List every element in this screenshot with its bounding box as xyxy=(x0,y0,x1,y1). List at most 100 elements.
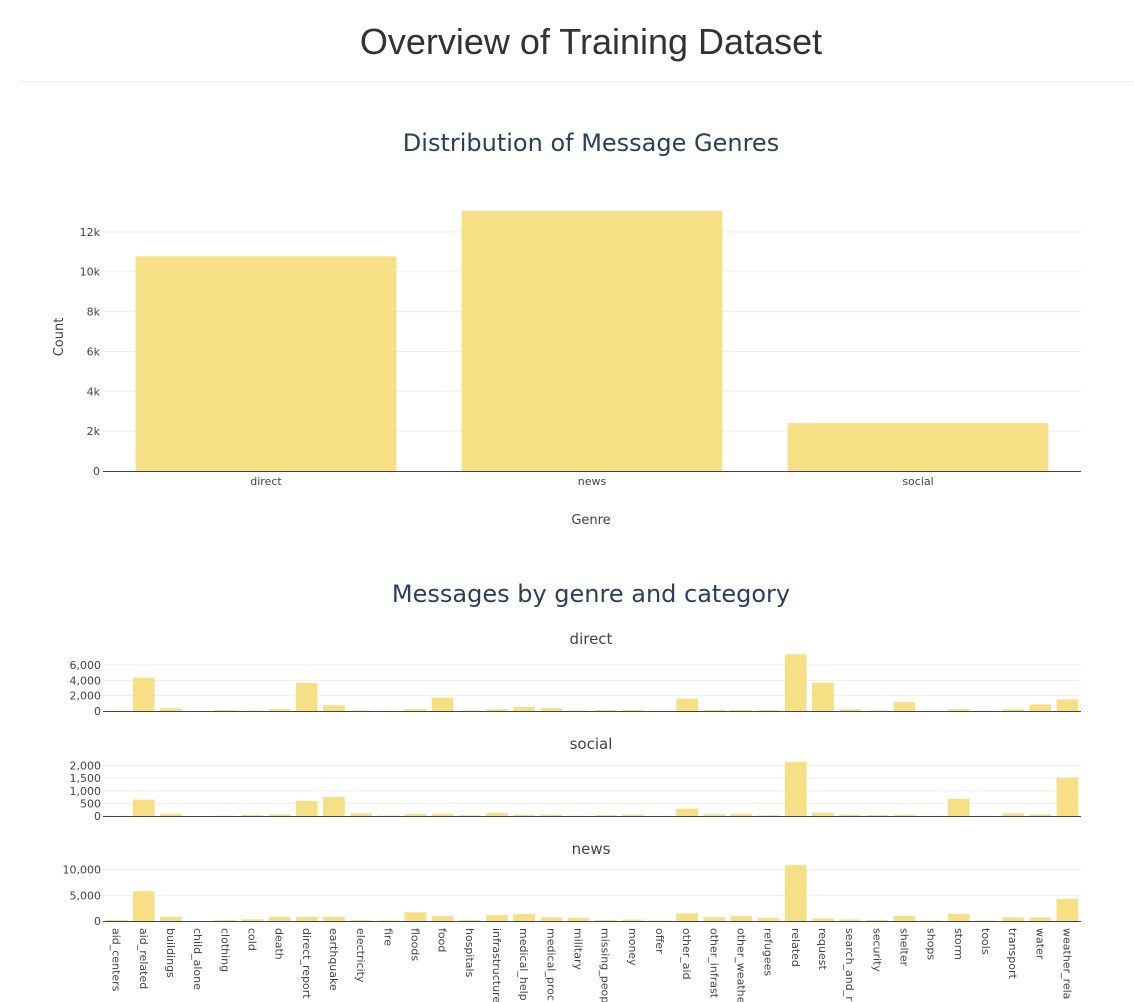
bar-news-cold[interactable] xyxy=(241,919,264,921)
bar-direct-earthquake[interactable] xyxy=(323,705,345,711)
bar-social-other_aid[interactable] xyxy=(676,808,698,816)
bar-social-hospitals[interactable] xyxy=(458,815,481,816)
bar-social-death[interactable] xyxy=(268,814,291,816)
bar-news-water[interactable] xyxy=(1029,917,1052,921)
bar-direct-missing_people[interactable] xyxy=(594,710,617,711)
bar-social-missing_people[interactable] xyxy=(594,814,617,816)
bar-social-medical_help[interactable] xyxy=(513,814,535,816)
bar-direct-infrastructure_related[interactable] xyxy=(486,709,508,711)
bar-social-electricity[interactable] xyxy=(350,813,372,816)
bar-direct-clothing[interactable] xyxy=(214,710,237,711)
bar-direct-security[interactable] xyxy=(866,710,889,711)
bar-direct-related[interactable] xyxy=(784,654,807,711)
bar-news-aid_centers[interactable] xyxy=(105,919,128,921)
bar-news-money[interactable] xyxy=(621,919,644,921)
x-tick-label: security xyxy=(870,928,883,972)
bar-news-medical_products[interactable] xyxy=(540,917,563,921)
bar-social-other_weather[interactable] xyxy=(730,813,753,816)
bar-news-infrastructure_related[interactable] xyxy=(486,915,508,921)
bar-direct-death[interactable] xyxy=(268,709,291,711)
genre-distribution-chart: Distribution of Message Genres 0 2k 4k 6k 8k… xyxy=(52,129,1081,528)
x-tick-label: other_infrast xyxy=(707,928,720,999)
bar-news-hospitals[interactable] xyxy=(458,919,481,921)
bar-news-other_aid[interactable] xyxy=(676,913,698,921)
bar-news-military[interactable] xyxy=(567,917,590,921)
bar-news-electricity[interactable] xyxy=(350,920,372,921)
bar-social-direct_report[interactable] xyxy=(295,800,318,816)
bar-social-medical_products[interactable] xyxy=(540,814,563,816)
bar-news-request[interactable] xyxy=(812,918,834,921)
bar-social-security[interactable] xyxy=(866,814,889,816)
bar-news-fire[interactable] xyxy=(377,920,400,921)
bar-social-money[interactable] xyxy=(621,814,644,816)
bar-news-shelter[interactable] xyxy=(893,915,916,921)
bar-news-medical_help[interactable] xyxy=(513,914,535,921)
bar-direct-shelter[interactable] xyxy=(893,702,916,711)
bar-news[interactable] xyxy=(461,210,723,471)
page-title: Overview of Training Dataset xyxy=(359,21,823,62)
bar-news-tools[interactable] xyxy=(975,920,997,921)
bar-social-search_and_rescue[interactable] xyxy=(839,814,861,816)
bar-news-refugees[interactable] xyxy=(757,917,780,921)
bar-social[interactable] xyxy=(787,423,1049,471)
bar-direct-other_infrastructure[interactable] xyxy=(703,709,726,711)
bar-social-fire[interactable] xyxy=(377,815,400,816)
bar-news-death[interactable] xyxy=(268,916,291,921)
bar-news-transport[interactable] xyxy=(1002,917,1024,921)
x-tick-label: aid_centers xyxy=(110,928,123,992)
bar-social-other_infrastructure[interactable] xyxy=(703,814,726,816)
bar-news-food[interactable] xyxy=(431,916,454,921)
bar-social-transport[interactable] xyxy=(1002,813,1024,816)
bar-news-shops[interactable] xyxy=(920,920,943,921)
bar-direct-floods[interactable] xyxy=(404,709,427,711)
bar-direct-weather_related[interactable] xyxy=(1056,699,1079,711)
bar-social-shelter[interactable] xyxy=(893,814,916,816)
bar-direct-search_and_rescue[interactable] xyxy=(839,709,861,711)
bar-social-aid_related[interactable] xyxy=(132,799,155,816)
bar-news-storm[interactable] xyxy=(947,913,970,921)
bar-news-direct_report[interactable] xyxy=(295,916,318,921)
bar-social-weather_related[interactable] xyxy=(1056,777,1079,816)
bar-direct-money[interactable] xyxy=(621,709,644,711)
bar-news-clothing[interactable] xyxy=(214,920,237,921)
bar-news-earthquake[interactable] xyxy=(323,916,345,921)
bar-direct-other_weather[interactable] xyxy=(730,709,753,711)
bar-direct-medical_help[interactable] xyxy=(513,706,535,711)
bar-news-weather_related[interactable] xyxy=(1056,898,1079,921)
bar-social-related[interactable] xyxy=(784,761,807,816)
bar-social-cold[interactable] xyxy=(241,814,264,816)
bar-direct-request[interactable] xyxy=(812,682,834,711)
bar-direct-food[interactable] xyxy=(431,697,454,711)
bar-social-water[interactable] xyxy=(1029,814,1052,816)
bar-news-related[interactable] xyxy=(784,865,807,921)
x-tick-label: social xyxy=(902,475,933,488)
bar-social-request[interactable] xyxy=(812,812,834,816)
y-tick-label: 500 xyxy=(80,797,101,810)
bar-direct-refugees[interactable] xyxy=(757,709,780,711)
bar-direct-direct_report[interactable] xyxy=(295,683,318,711)
bar-social-earthquake[interactable] xyxy=(323,797,345,816)
bar-direct-transport[interactable] xyxy=(1002,709,1024,711)
bar-social-infrastructure_related[interactable] xyxy=(486,812,508,816)
bar-news-search_and_rescue[interactable] xyxy=(839,919,861,921)
bar-news-security[interactable] xyxy=(866,919,889,921)
bar-social-buildings[interactable] xyxy=(160,813,182,816)
bar-news-offer[interactable] xyxy=(649,920,671,921)
bar-news-buildings[interactable] xyxy=(160,916,182,921)
bar-news-other_infrastructure[interactable] xyxy=(703,917,726,921)
bar-direct-other_aid[interactable] xyxy=(676,698,698,711)
bar-direct-medical_products[interactable] xyxy=(540,708,563,711)
bar-direct-aid_related[interactable] xyxy=(132,677,155,711)
bar-news-other_weather[interactable] xyxy=(730,916,753,921)
bar-direct-storm[interactable] xyxy=(947,709,970,711)
bar-social-food[interactable] xyxy=(431,813,454,816)
bar-news-floods[interactable] xyxy=(404,912,427,921)
bar-direct-buildings[interactable] xyxy=(160,708,182,711)
bar-direct-water[interactable] xyxy=(1029,704,1052,711)
bar-social-storm[interactable] xyxy=(947,798,970,816)
bar-direct[interactable] xyxy=(135,256,397,471)
bar-news-aid_related[interactable] xyxy=(132,891,155,921)
bar-social-floods[interactable] xyxy=(404,813,427,816)
bar-news-missing_people[interactable] xyxy=(594,919,617,921)
bar-social-refugees[interactable] xyxy=(757,815,780,816)
